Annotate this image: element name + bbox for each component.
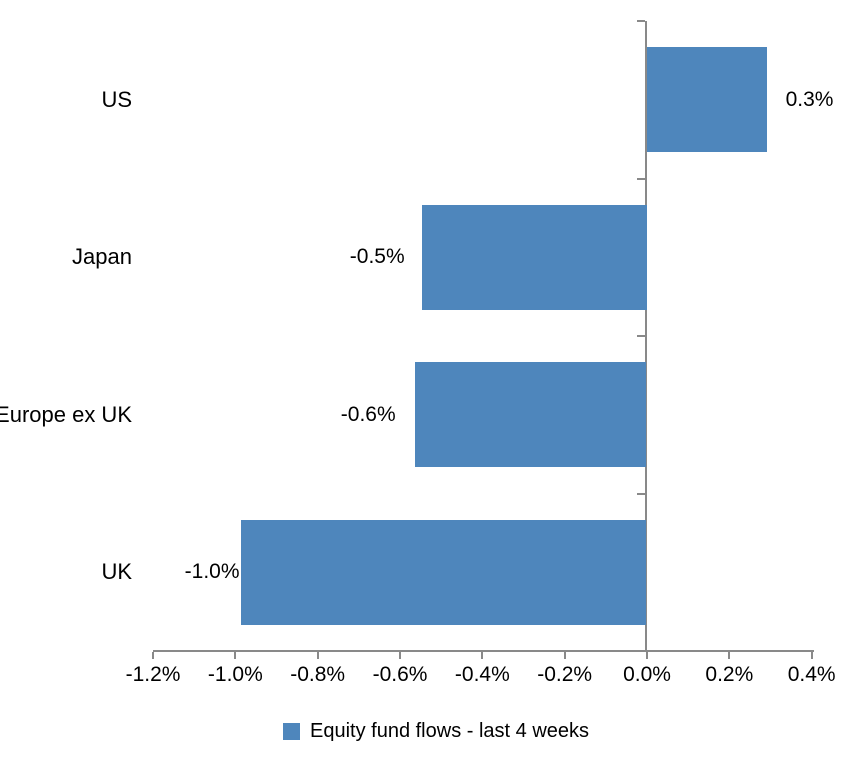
x-tick-label: -0.2% bbox=[537, 663, 593, 686]
x-tick-label: 0.2% bbox=[705, 663, 754, 686]
bar-value-label: -1.0% bbox=[184, 560, 240, 584]
zero-axis-line bbox=[645, 21, 647, 652]
x-tick bbox=[234, 652, 237, 659]
x-tick bbox=[646, 652, 648, 659]
category-label: UK bbox=[101, 559, 132, 585]
category-label: Japan bbox=[72, 244, 132, 270]
x-tick-label: -0.6% bbox=[372, 663, 428, 686]
x-tick bbox=[810, 652, 813, 659]
x-tick-label: -0.8% bbox=[290, 663, 346, 686]
bar-europe-ex-uk bbox=[415, 362, 647, 468]
x-axis-line bbox=[153, 650, 814, 652]
category-boundary-tick bbox=[637, 492, 645, 495]
category-boundary-tick bbox=[637, 335, 645, 337]
x-tick-label: 0.0% bbox=[623, 663, 671, 686]
x-tick-label: -1.0% bbox=[207, 663, 263, 686]
x-tick bbox=[728, 652, 731, 659]
x-tick-label: 0.4% bbox=[787, 663, 836, 686]
x-tick-label: -1.2% bbox=[125, 663, 181, 686]
x-tick-label: -0.4% bbox=[454, 663, 510, 686]
x-tick bbox=[399, 652, 401, 659]
bar-value-label: -0.5% bbox=[349, 245, 405, 269]
category-boundary-tick bbox=[637, 650, 645, 652]
x-tick bbox=[152, 652, 154, 659]
x-tick bbox=[563, 652, 566, 659]
category-boundary-tick bbox=[637, 177, 645, 180]
legend-series-label: Equity fund flows - last 4 weeks bbox=[310, 720, 590, 742]
bar-value-label: 0.3% bbox=[785, 87, 834, 111]
bar-us bbox=[646, 47, 768, 153]
bar-value-label: -0.6% bbox=[340, 402, 396, 426]
x-tick bbox=[481, 652, 484, 659]
bar-japan bbox=[422, 204, 647, 310]
legend-swatch-icon bbox=[283, 723, 300, 740]
bar-uk bbox=[241, 519, 647, 625]
category-label: US bbox=[101, 86, 132, 112]
x-tick bbox=[316, 652, 319, 659]
category-label: Europe ex UK bbox=[0, 401, 132, 427]
category-boundary-tick bbox=[637, 20, 645, 22]
